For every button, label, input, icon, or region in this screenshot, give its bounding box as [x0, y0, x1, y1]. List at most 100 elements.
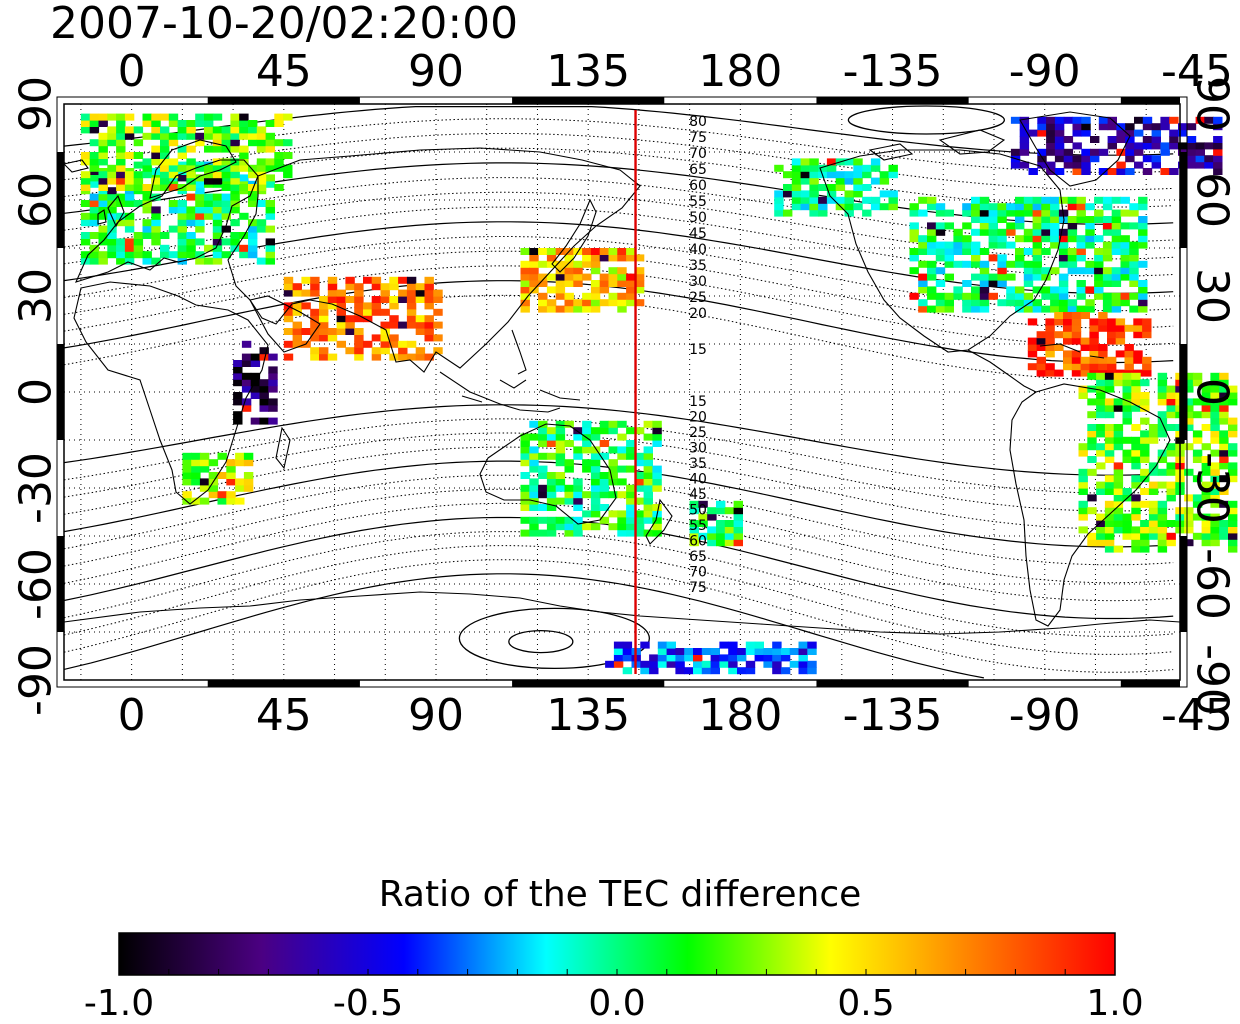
data-cell	[1096, 424, 1106, 431]
data-cell	[212, 126, 223, 134]
data-cell	[80, 113, 91, 121]
data-cell	[520, 452, 530, 460]
data-cell	[617, 452, 627, 460]
data-cell	[1129, 222, 1139, 230]
data-cell	[1210, 520, 1220, 527]
data-cell	[1116, 136, 1126, 143]
contour-label: 55	[689, 194, 707, 210]
data-cell	[1050, 299, 1060, 307]
data-cell	[124, 219, 135, 227]
data-cell	[1131, 392, 1141, 399]
data-cell	[195, 132, 205, 140]
data-cell	[745, 660, 756, 668]
data-cell	[971, 241, 981, 249]
data-cell	[98, 212, 108, 220]
data-cell	[555, 420, 566, 428]
data-cell	[1133, 318, 1143, 326]
data-cell	[1071, 324, 1082, 332]
data-cell	[590, 452, 601, 460]
data-cell	[1050, 286, 1060, 294]
data-cell	[763, 648, 773, 655]
data-cell	[310, 353, 320, 361]
data-cell	[256, 257, 267, 265]
data-cell	[1151, 155, 1161, 163]
data-cell	[520, 305, 530, 313]
data-cell	[529, 504, 539, 511]
data-cell	[1023, 280, 1034, 287]
data-cell	[953, 292, 963, 300]
data-cell	[689, 507, 699, 515]
data-region	[80, 113, 293, 191]
data-cell	[538, 504, 548, 511]
data-cell	[1087, 411, 1097, 419]
data-cell	[124, 177, 135, 185]
data-cell	[265, 158, 275, 166]
data-cell	[1107, 324, 1117, 332]
data-cell	[98, 251, 108, 259]
data-cell	[1160, 123, 1170, 131]
data-cell	[1045, 363, 1055, 371]
coastline-scandinavia	[149, 139, 237, 199]
data-cell	[345, 328, 355, 335]
data-cell	[962, 235, 972, 243]
data-cell	[634, 484, 645, 492]
data-cell	[555, 292, 566, 300]
lon-tick-label-top: 90	[408, 46, 464, 97]
data-cell	[1113, 398, 1124, 406]
data-cell	[1032, 254, 1042, 262]
data-cell	[546, 504, 557, 511]
data-cell	[1023, 299, 1034, 307]
data-cell	[1166, 385, 1176, 393]
data-cell	[582, 292, 592, 300]
data-cell	[634, 286, 645, 294]
data-cell	[1228, 385, 1238, 393]
data-cell	[538, 427, 548, 435]
data-cell	[1120, 235, 1130, 243]
data-cell	[107, 193, 117, 201]
data-cell	[265, 120, 275, 127]
data-cell	[142, 200, 152, 207]
data-cell	[116, 132, 126, 140]
contour-label: 55	[689, 518, 707, 534]
data-cell	[248, 193, 258, 201]
data-cell	[979, 292, 990, 300]
data-cell	[1085, 305, 1095, 313]
data-cell	[345, 315, 355, 323]
data-cell	[233, 392, 243, 399]
data-cell	[622, 641, 633, 649]
data-cell	[538, 491, 548, 499]
data-cell	[1113, 475, 1124, 483]
data-cell	[1023, 267, 1034, 275]
data-cell	[1157, 539, 1168, 547]
data-cell	[168, 164, 179, 172]
data-cell	[1037, 155, 1047, 163]
data-cell	[546, 248, 557, 255]
coastline-antarctica	[63, 591, 1181, 635]
data-cell	[582, 273, 592, 281]
data-cell	[818, 203, 828, 211]
data-cell	[195, 113, 205, 121]
data-cell	[538, 452, 548, 460]
data-cell	[1219, 411, 1229, 419]
data-region	[233, 340, 278, 425]
coastline-asia	[227, 147, 641, 373]
data-cell	[160, 132, 170, 140]
data-cell	[354, 340, 364, 348]
data-cell	[1027, 363, 1038, 371]
data-cell	[1166, 494, 1176, 502]
data-cell	[555, 267, 566, 275]
data-cell	[1087, 468, 1097, 476]
data-cell	[1122, 417, 1132, 425]
data-cell	[818, 196, 828, 204]
data-cell	[826, 158, 837, 166]
data-cell	[520, 472, 530, 479]
data-cell	[1098, 148, 1109, 156]
data-cell	[1192, 475, 1203, 483]
data-cell	[1063, 324, 1073, 332]
data-cell	[142, 251, 152, 259]
data-cell	[124, 251, 135, 259]
data-cell	[142, 120, 152, 127]
data-cell	[634, 478, 645, 486]
data-cell	[239, 212, 249, 220]
data-cell	[555, 280, 566, 287]
